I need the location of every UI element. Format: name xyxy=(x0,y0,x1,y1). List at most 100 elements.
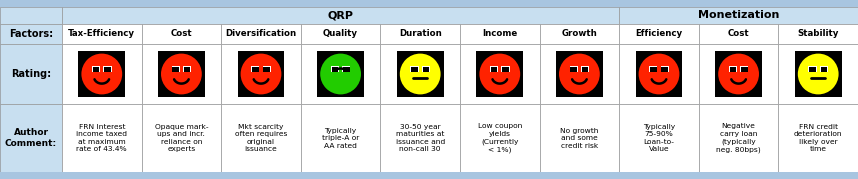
Bar xyxy=(380,44,460,104)
Bar xyxy=(809,67,816,72)
Bar xyxy=(221,104,301,172)
Bar xyxy=(460,24,540,44)
Bar xyxy=(142,24,221,44)
Bar xyxy=(501,66,510,72)
Text: FRN Interest
income taxed
at maximum
rate of 43.4%: FRN Interest income taxed at maximum rat… xyxy=(76,124,127,152)
Bar xyxy=(502,67,509,72)
Bar xyxy=(476,50,523,97)
Bar xyxy=(778,44,858,104)
Bar xyxy=(238,50,285,97)
Bar xyxy=(0,7,62,24)
Bar xyxy=(396,50,444,97)
Bar xyxy=(820,66,828,72)
Bar xyxy=(556,50,603,97)
Text: Stability: Stability xyxy=(798,30,839,38)
Bar xyxy=(142,44,221,104)
Bar xyxy=(62,24,142,44)
Text: Rating:: Rating: xyxy=(11,69,51,79)
Bar xyxy=(252,67,258,72)
Bar xyxy=(62,104,142,172)
Text: Monetization: Monetization xyxy=(698,11,779,21)
Bar xyxy=(92,66,100,72)
Circle shape xyxy=(400,54,441,94)
Bar xyxy=(740,66,748,72)
Bar xyxy=(62,7,619,24)
Bar xyxy=(410,66,419,72)
Text: Diversification: Diversification xyxy=(226,30,297,38)
Bar xyxy=(571,67,577,72)
Bar xyxy=(263,67,270,72)
Bar xyxy=(729,67,736,72)
Bar xyxy=(263,66,271,72)
Bar xyxy=(0,0,858,7)
Text: Author
Comment:: Author Comment: xyxy=(5,128,57,148)
Bar xyxy=(460,44,540,104)
Bar xyxy=(422,67,429,72)
Bar xyxy=(0,104,62,172)
Text: Opaque mark-
ups and incr.
reliance on
experts: Opaque mark- ups and incr. reliance on e… xyxy=(154,124,208,152)
Circle shape xyxy=(161,54,202,94)
Circle shape xyxy=(480,54,520,94)
Bar xyxy=(636,50,682,97)
Bar xyxy=(411,67,418,72)
Bar xyxy=(715,50,762,97)
Bar xyxy=(698,104,778,172)
Bar xyxy=(172,66,179,72)
Text: Growth: Growth xyxy=(561,30,597,38)
Bar xyxy=(221,24,301,44)
Bar xyxy=(650,66,657,72)
Bar xyxy=(93,67,100,72)
Text: Mkt scarcity
often requires
original
issuance: Mkt scarcity often requires original iss… xyxy=(235,124,287,152)
Bar xyxy=(808,66,817,72)
Text: Tax-Efficiency: Tax-Efficiency xyxy=(69,30,136,38)
Text: No growth
and some
credit risk: No growth and some credit risk xyxy=(560,127,599,149)
Bar xyxy=(698,44,778,104)
Bar xyxy=(317,50,364,97)
Bar xyxy=(380,104,460,172)
Text: Typically
75-90%
Loan-to-
Value: Typically 75-90% Loan-to- Value xyxy=(643,124,675,152)
Bar xyxy=(540,44,619,104)
Bar xyxy=(460,104,540,172)
Text: Factors:: Factors: xyxy=(9,29,53,39)
Text: FRN credit
deterioration
likely over
time: FRN credit deterioration likely over tim… xyxy=(794,124,843,152)
Text: Negative
carry loan
(typically
neg. 80bps): Negative carry loan (typically neg. 80bp… xyxy=(716,123,761,153)
Bar xyxy=(184,67,190,72)
Text: Cost: Cost xyxy=(171,30,192,38)
Bar xyxy=(331,67,338,72)
Bar xyxy=(490,66,498,72)
Text: Typically
triple-A or
AA rated: Typically triple-A or AA rated xyxy=(322,127,360,149)
Bar xyxy=(183,66,191,72)
Text: Duration: Duration xyxy=(399,30,442,38)
Bar xyxy=(619,44,698,104)
Bar xyxy=(301,44,380,104)
Bar xyxy=(619,104,698,172)
Bar xyxy=(104,67,111,72)
Bar xyxy=(78,50,125,97)
Text: Cost: Cost xyxy=(728,30,749,38)
Bar xyxy=(158,50,205,97)
Text: Income: Income xyxy=(482,30,517,38)
Text: QRP: QRP xyxy=(328,11,353,21)
Bar xyxy=(662,67,668,72)
Bar xyxy=(619,24,698,44)
Circle shape xyxy=(638,54,680,94)
Bar xyxy=(331,66,339,72)
Bar xyxy=(422,66,430,72)
Circle shape xyxy=(320,54,361,94)
Circle shape xyxy=(798,54,838,94)
Text: Efficiency: Efficiency xyxy=(636,30,683,38)
Bar xyxy=(491,67,498,72)
Circle shape xyxy=(559,54,600,94)
Bar xyxy=(221,44,301,104)
Bar xyxy=(570,66,577,72)
Bar xyxy=(62,44,142,104)
Bar xyxy=(778,24,858,44)
Bar xyxy=(661,66,668,72)
Bar xyxy=(301,24,380,44)
Bar xyxy=(741,67,747,72)
Text: 30-50 year
maturities at
issuance and
non-call 30: 30-50 year maturities at issuance and no… xyxy=(396,124,444,152)
Bar xyxy=(0,24,62,44)
Bar xyxy=(0,172,858,179)
Circle shape xyxy=(82,54,122,94)
Text: Quality: Quality xyxy=(323,30,358,38)
